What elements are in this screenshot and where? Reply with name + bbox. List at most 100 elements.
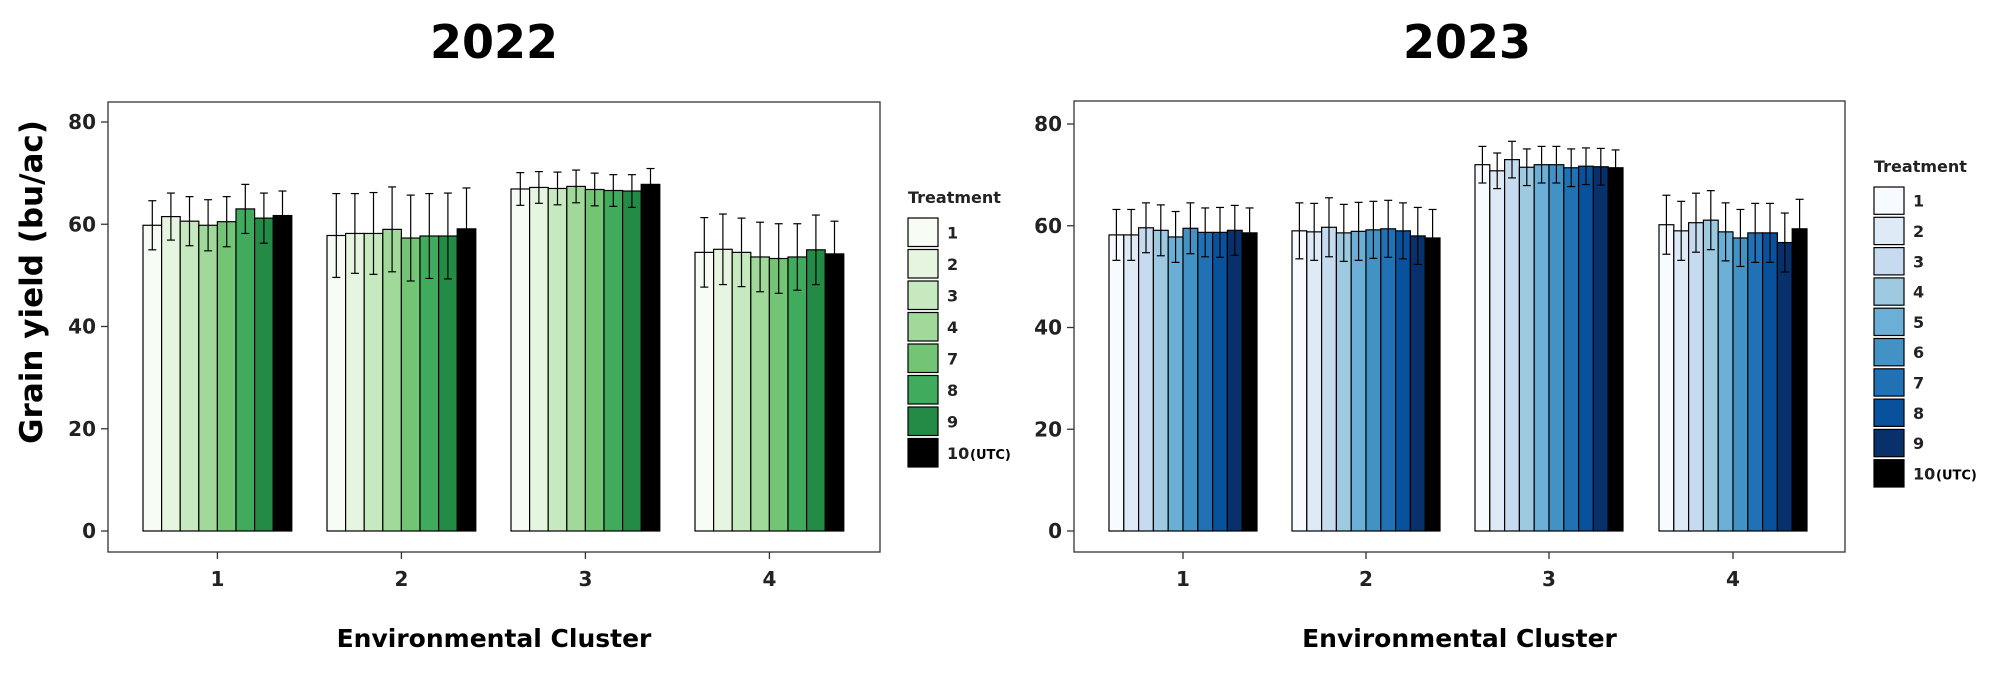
bar bbox=[1732, 237, 1749, 532]
bar bbox=[1241, 232, 1258, 532]
bar bbox=[768, 257, 789, 532]
bar bbox=[1776, 241, 1793, 532]
y-tick-label: 0 bbox=[1048, 519, 1062, 543]
bar bbox=[1226, 229, 1243, 532]
legend-label: 9 bbox=[1913, 434, 1924, 453]
bar bbox=[272, 214, 293, 532]
bar bbox=[1380, 228, 1397, 532]
bar bbox=[1533, 164, 1550, 532]
x-axis-title: Environmental Cluster bbox=[1302, 624, 1617, 653]
y-tick-label: 20 bbox=[68, 417, 96, 441]
x-tick-label: 2 bbox=[1359, 567, 1373, 591]
bar bbox=[1474, 164, 1491, 532]
bar bbox=[824, 253, 845, 532]
legend-key bbox=[907, 248, 939, 279]
legend-key bbox=[907, 311, 939, 342]
plot-border bbox=[1073, 100, 1846, 553]
legend-key bbox=[1873, 368, 1905, 397]
legend-key bbox=[1873, 307, 1905, 337]
legend-label: 1 bbox=[947, 223, 958, 242]
bar bbox=[1167, 236, 1184, 532]
bar bbox=[640, 183, 661, 532]
x-tick-label: 4 bbox=[1726, 567, 1740, 591]
bar bbox=[142, 224, 163, 532]
legend-key bbox=[1873, 247, 1905, 276]
x-tick-label: 4 bbox=[762, 567, 776, 591]
bar bbox=[1137, 227, 1154, 532]
bar bbox=[254, 217, 274, 532]
y-tick-label: 40 bbox=[1034, 316, 1062, 340]
bar bbox=[345, 232, 365, 532]
bar bbox=[731, 251, 752, 532]
chart-title: 2023 bbox=[1403, 15, 1531, 69]
x-tick-label: 1 bbox=[210, 567, 224, 591]
bar bbox=[438, 235, 458, 532]
legend-title: Treatment bbox=[908, 188, 1001, 207]
legend-key bbox=[1873, 337, 1905, 367]
x-tick-label: 1 bbox=[1176, 567, 1190, 591]
chart-panel-2023: 2023 0 20 40 60 80 1 2 3 4 Environmental Cluster Tr… bbox=[1034, 15, 1977, 653]
bar-group-3 bbox=[1474, 140, 1624, 532]
bar bbox=[1424, 237, 1441, 532]
bar bbox=[1577, 165, 1594, 532]
legend-key bbox=[1873, 459, 1905, 488]
bar bbox=[1761, 232, 1778, 532]
bar bbox=[1673, 230, 1690, 532]
bar bbox=[179, 220, 200, 532]
bar bbox=[694, 251, 715, 532]
legend-label-suffix: (UTC) bbox=[1936, 468, 1977, 483]
legend-key bbox=[907, 217, 939, 248]
bar bbox=[400, 237, 421, 532]
bar-group-3 bbox=[510, 167, 661, 532]
bar bbox=[419, 235, 440, 532]
legend-title: Treatment bbox=[1874, 157, 1967, 176]
y-axis-title: Grain yield (bu/ac) bbox=[14, 120, 50, 444]
y-tick-label: 60 bbox=[1034, 214, 1062, 238]
bar bbox=[235, 208, 256, 532]
legend-label: 9 bbox=[947, 412, 958, 431]
y-tick-label: 40 bbox=[68, 315, 96, 339]
bar bbox=[566, 185, 586, 532]
bar bbox=[1350, 230, 1367, 532]
bar bbox=[363, 232, 384, 532]
bar bbox=[1335, 232, 1352, 532]
legend-label: 10 bbox=[1913, 464, 1935, 483]
x-tick-label: 3 bbox=[1542, 567, 1556, 591]
legend-label: 4 bbox=[947, 318, 958, 337]
bar bbox=[1365, 229, 1382, 532]
legend-label: 8 bbox=[947, 381, 958, 400]
bar bbox=[621, 190, 642, 532]
legend-label: 5 bbox=[1913, 313, 1924, 332]
bar bbox=[787, 256, 808, 532]
legend-label: 6 bbox=[1913, 343, 1924, 362]
bar bbox=[1687, 222, 1704, 532]
bar bbox=[1592, 166, 1609, 532]
legend-label-suffix: (UTC) bbox=[970, 448, 1011, 463]
bar-group-1 bbox=[1108, 202, 1258, 532]
bar bbox=[1702, 219, 1719, 532]
legend-key bbox=[1873, 277, 1905, 306]
bar bbox=[1291, 230, 1308, 532]
legend-key bbox=[1873, 428, 1905, 458]
legend-key bbox=[907, 374, 939, 405]
x-tick-label: 2 bbox=[394, 567, 408, 591]
bar bbox=[528, 186, 549, 532]
bar bbox=[1658, 224, 1675, 532]
legend-key bbox=[1873, 398, 1905, 428]
bar bbox=[198, 224, 219, 532]
bar bbox=[1548, 164, 1565, 532]
bar bbox=[456, 228, 477, 532]
bar bbox=[1489, 170, 1506, 532]
chart-title: 2022 bbox=[430, 15, 558, 69]
bar bbox=[1394, 230, 1411, 532]
legend-label: 7 bbox=[947, 349, 958, 368]
legend-key bbox=[907, 437, 939, 468]
legend-key bbox=[907, 343, 939, 374]
bar bbox=[584, 188, 605, 532]
legend-label: 8 bbox=[1913, 404, 1924, 423]
bar-group-1 bbox=[142, 183, 293, 532]
y-tick-label: 20 bbox=[1034, 417, 1062, 441]
bar bbox=[1123, 234, 1140, 532]
x-tick-label: 3 bbox=[578, 567, 592, 591]
